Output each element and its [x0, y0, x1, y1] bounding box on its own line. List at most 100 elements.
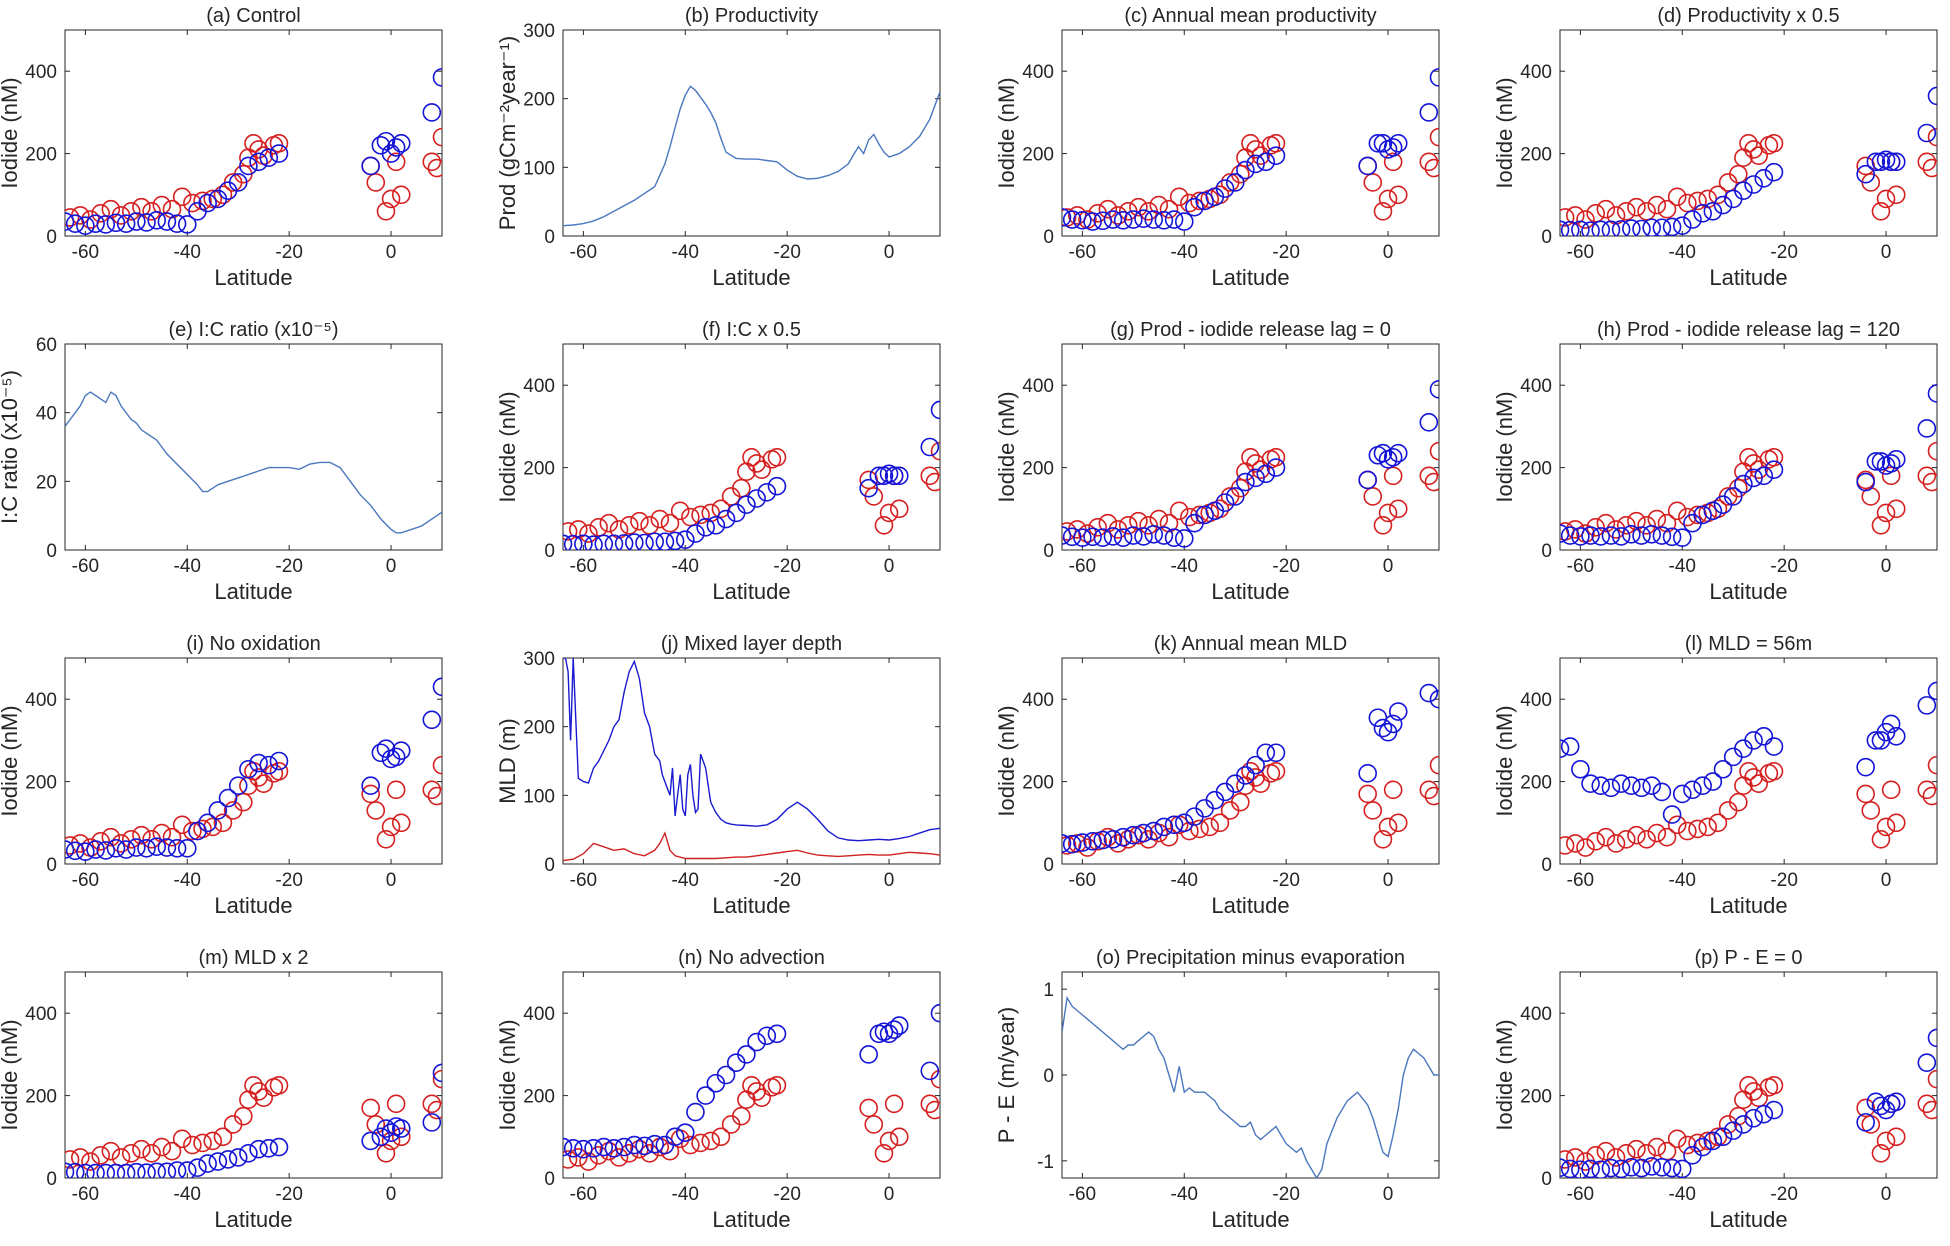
axes-frame	[1061, 29, 1440, 237]
data-point-observed	[579, 524, 598, 543]
y-tick-label: 200	[25, 145, 57, 166]
data-point-model	[259, 755, 279, 775]
data-point-model	[269, 751, 289, 771]
data-point-model	[757, 1026, 777, 1046]
data-point-model	[1881, 454, 1901, 473]
data-point-observed	[930, 441, 940, 461]
data-point-model	[157, 212, 177, 231]
data-point-model	[1062, 526, 1072, 545]
data-point-observed	[1266, 761, 1286, 781]
data-point-observed	[1241, 447, 1260, 467]
data-point-model	[1866, 152, 1886, 172]
axes-frame	[1559, 343, 1938, 551]
plot-area	[1560, 1028, 1937, 1178]
panel-title: (d) Productivity x 0.5	[1657, 5, 1839, 27]
y-tick-label: 20	[36, 472, 57, 493]
y-axis-label: MLD (m)	[495, 718, 520, 804]
x-tick-label: -60	[1567, 242, 1594, 263]
data-point-model	[432, 1063, 442, 1083]
data-point-model	[1246, 755, 1265, 775]
data-point-model	[1560, 739, 1570, 758]
data-point-model	[1236, 160, 1255, 180]
data-point-model	[86, 840, 105, 859]
x-tick-label: 0	[1881, 1184, 1892, 1205]
data-point-model	[1062, 834, 1082, 854]
data-point-model	[116, 214, 136, 233]
x-tick-label: 0	[1383, 556, 1394, 577]
data-point-observed	[244, 134, 263, 153]
data-point-observed	[1231, 792, 1250, 812]
x-tick-label: -20	[1272, 242, 1299, 263]
data-point-observed	[1708, 813, 1728, 833]
x-tick-label: -60	[1567, 1184, 1594, 1205]
data-point-observed	[269, 1076, 289, 1095]
data-point-model	[1622, 525, 1641, 544]
data-point-model	[1103, 829, 1123, 849]
data-point-model	[604, 1139, 624, 1158]
data-point-model	[1571, 220, 1590, 236]
data-point-observed	[1241, 134, 1260, 153]
x-tick-label: -40	[672, 242, 699, 263]
data-point-model	[614, 534, 634, 550]
panel-title: (f) I:C x 0.5	[702, 319, 801, 341]
data-point-model	[1225, 173, 1245, 192]
data-point-model	[1642, 525, 1662, 544]
x-axis-label: Latitude	[214, 265, 292, 290]
x-tick-label: 0	[1881, 242, 1892, 263]
data-point-model	[1622, 1157, 1641, 1177]
x-tick-label: -60	[570, 556, 597, 577]
y-axis-label: Iodide (nM)	[0, 705, 22, 816]
data-point-model	[177, 215, 197, 234]
data-point-observed	[1200, 817, 1220, 837]
data-point-observed	[381, 189, 401, 209]
data-point-observed	[183, 821, 202, 841]
x-tick-label: -20	[1770, 556, 1797, 577]
data-point-model	[1764, 1100, 1784, 1120]
data-point-observed	[254, 1088, 273, 1107]
data-point-model	[1073, 211, 1092, 230]
data-point-observed	[1627, 825, 1646, 845]
data-point-model	[767, 1024, 787, 1044]
data-point-model	[218, 1150, 238, 1169]
data-point-observed	[1886, 1127, 1906, 1147]
data-point-observed	[1378, 817, 1398, 837]
data-point-model	[127, 838, 146, 857]
data-point-model	[1652, 218, 1672, 236]
data-point-observed	[1856, 784, 1875, 804]
data-point-model	[228, 776, 248, 796]
data-point-model	[574, 1139, 593, 1159]
data-point-model	[1358, 470, 1377, 490]
x-tick-label: 0	[386, 556, 397, 577]
x-tick-label: -60	[570, 242, 597, 263]
y-tick-label: 100	[523, 158, 555, 179]
data-point-model	[920, 437, 940, 457]
y-tick-label: 400	[1520, 690, 1552, 711]
x-tick-label: -60	[570, 1184, 597, 1205]
data-point-observed	[391, 813, 411, 833]
data-point-observed	[193, 1133, 212, 1153]
data-point-observed	[1586, 204, 1605, 223]
data-point-model	[1927, 86, 1937, 106]
y-tick-label: 0	[46, 1169, 57, 1190]
data-point-observed	[1429, 441, 1439, 461]
data-point-model	[696, 518, 715, 537]
data-point-observed	[701, 1131, 721, 1151]
data-point-observed	[1419, 466, 1439, 486]
data-point-model	[1373, 443, 1393, 463]
data-point-observed	[1927, 127, 1937, 147]
x-tick-label: -40	[174, 870, 201, 891]
x-tick-label: -20	[773, 556, 800, 577]
data-point-observed	[132, 825, 151, 845]
panel-title: (b) Productivity	[685, 5, 818, 27]
y-tick-label: 400	[1520, 1004, 1552, 1025]
data-point-model	[563, 534, 573, 550]
axes-frame	[562, 29, 941, 237]
data-point-model	[1632, 778, 1651, 798]
data-point-model	[1764, 460, 1784, 479]
x-axis-label: Latitude	[1709, 265, 1787, 290]
data-point-model	[1062, 834, 1072, 853]
plot-area	[563, 658, 940, 862]
data-point-observed	[1088, 518, 1107, 537]
data-point-observed	[1927, 755, 1937, 775]
data-point-observed	[1667, 815, 1687, 835]
